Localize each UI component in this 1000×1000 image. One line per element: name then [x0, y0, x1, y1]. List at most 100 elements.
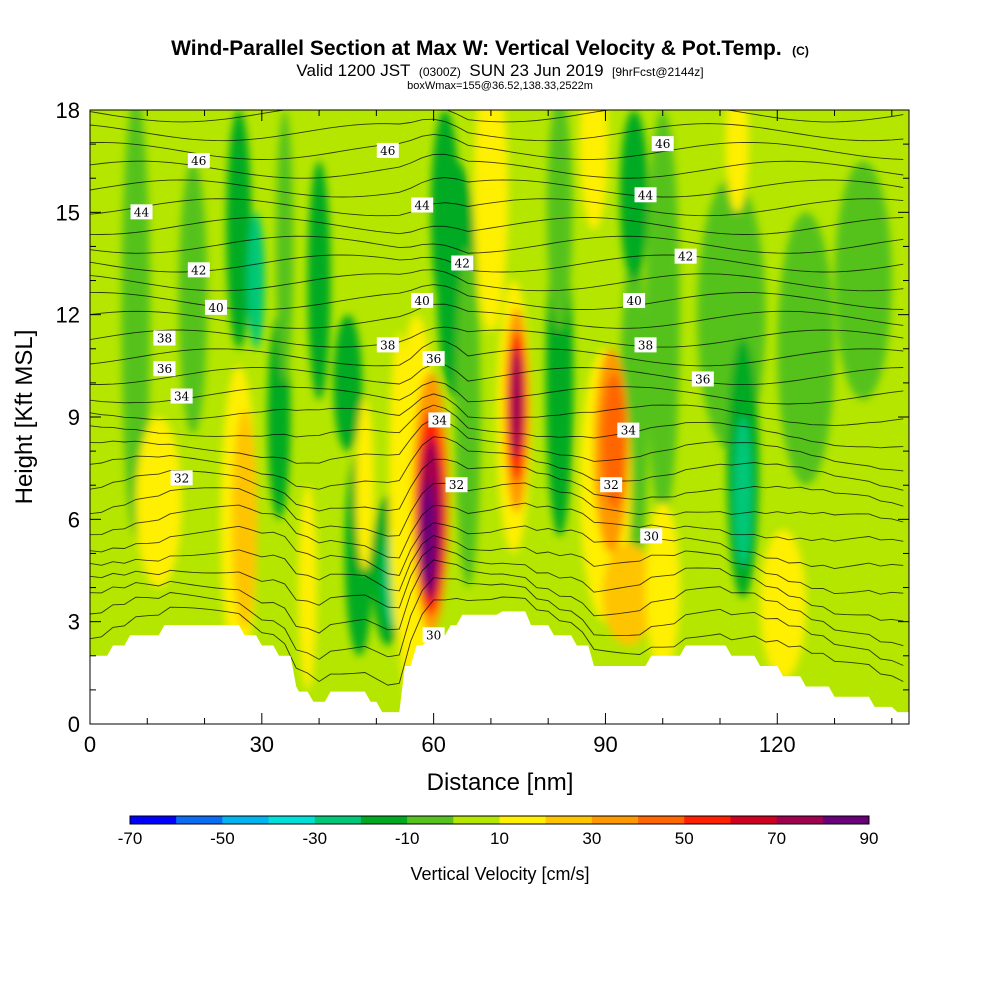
theta-label-bg: [187, 262, 210, 278]
theta-label-text: 30: [644, 529, 659, 543]
box-info: boxWmax=155@36.52,138.33,2522m: [407, 80, 593, 92]
theta-label: 44: [634, 187, 657, 203]
theta-label: 32: [600, 477, 623, 493]
theta-label-text: 32: [174, 471, 189, 485]
colorbar-swatch: [638, 816, 685, 824]
isentrope-line: [90, 418, 904, 472]
theta-label-text: 36: [426, 352, 441, 366]
colorbar-swatch: [822, 816, 870, 824]
velocity-blob: [135, 417, 182, 588]
colorbar-swatch: [130, 816, 177, 824]
isentrope-line: [90, 559, 904, 647]
theta-label-bg: [451, 255, 474, 271]
copyright-mark: (C): [792, 44, 809, 58]
theta-label-text: 46: [191, 154, 206, 168]
colorbar-swatch: [222, 816, 270, 824]
theta-label: 46: [187, 153, 210, 169]
theta-label-text: 40: [415, 294, 430, 308]
theta-label: 32: [445, 477, 468, 493]
isentrope-line: [90, 502, 904, 559]
y-tick-label: 9: [68, 405, 80, 430]
colorbar-swatch: [314, 816, 362, 824]
colorbar-swatch: [730, 816, 778, 824]
colorbar-swatch: [360, 816, 408, 824]
theta-label: 42: [674, 248, 697, 264]
theta-label: 40: [411, 293, 434, 309]
theta-label: 38: [634, 337, 657, 353]
isentrope-line: [90, 326, 904, 348]
colorbar-tick-label: 90: [860, 829, 879, 848]
y-tick-label: 12: [56, 303, 80, 328]
theta-label-bg: [674, 248, 697, 264]
isentrope-line: [90, 254, 904, 273]
colorbar-frame: [129, 815, 870, 825]
velocity-blob: [645, 110, 680, 520]
isentrope-line: [90, 133, 904, 160]
colorbar-swatch: [591, 816, 639, 824]
theta-label: 34: [428, 412, 451, 428]
theta-label-text: 46: [655, 137, 670, 151]
isentrope-line: [90, 577, 904, 666]
velocity-blob: [579, 110, 609, 230]
colorbar-tick-label: 50: [675, 829, 694, 848]
colorbar: -70 -50 -30 -10 10 30 50 70 90: [118, 815, 879, 848]
theta-label-text: 44: [415, 199, 431, 213]
valid-date: SUN 23 Jun 2019: [469, 61, 603, 80]
colorbar-swatch: [545, 816, 593, 824]
x-tick-label: 90: [593, 732, 617, 757]
theta-label: 36: [153, 361, 176, 377]
isentrope-line: [90, 235, 904, 254]
svg-text:Valid 1200 JST (0300Z): Valid 1200 JST (0300Z) SUN 23 Jun 2019 […: [296, 61, 703, 80]
colorbar-tick-label: 10: [490, 829, 509, 848]
x-tick-label: 120: [759, 732, 796, 757]
theta-label-text: 38: [638, 338, 653, 352]
isentrope-line: [90, 393, 904, 427]
theta-label-bg: [153, 361, 176, 377]
theta-label-bg: [153, 330, 176, 346]
isentrope-line: [90, 303, 904, 329]
y-tick-label: 15: [56, 200, 80, 225]
theta-label-bg: [422, 627, 445, 643]
theta-label-text: 34: [621, 424, 637, 438]
theta-label-bg: [170, 470, 193, 486]
theta-label-text: 34: [174, 390, 190, 404]
colorbar-swatch: [776, 816, 824, 824]
colorbar-label: Vertical Velocity [cm/s]: [410, 864, 589, 884]
y-axis-label: Height [Kft MSL]: [11, 330, 38, 505]
velocity-blob: [834, 161, 892, 400]
theta-label: 36: [422, 351, 445, 367]
isentrope-line: [90, 482, 904, 537]
velocity-blob: [733, 417, 753, 568]
y-tick-label: 6: [68, 507, 80, 532]
isentrope-line: [90, 535, 904, 595]
theta-label-bg: [634, 337, 657, 353]
velocity-blob: [510, 348, 523, 458]
isentrope-line: [90, 153, 904, 179]
theta-label-bg: [411, 293, 434, 309]
y-tick-label: 0: [68, 712, 80, 737]
chart-title: Wind-Parallel Section at Max W: Vertical…: [171, 37, 782, 60]
colorbar-swatch: [407, 816, 454, 824]
theta-label-text: 30: [426, 628, 441, 642]
colorbar-tick-label: -70: [118, 829, 143, 848]
x-tick-label: 30: [250, 732, 274, 757]
velocity-blob: [333, 314, 363, 452]
theta-label-bg: [651, 136, 674, 152]
theta-label-bg: [411, 197, 434, 213]
velocity-blob: [298, 485, 317, 690]
terrain-mask: [90, 611, 909, 724]
theta-label: 44: [130, 204, 153, 220]
theta-label-bg: [205, 299, 227, 315]
theta-label-text: 42: [678, 250, 693, 264]
isentrope-line: [90, 198, 904, 217]
theta-label: 42: [451, 255, 474, 271]
colorbar-tick-label: -30: [302, 829, 327, 848]
valid-utc: (0300Z): [419, 65, 461, 79]
forecast-info: [9hrFcst@2144z]: [612, 65, 704, 79]
isentrope-line: [90, 340, 904, 367]
theta-label-text: 40: [208, 301, 223, 315]
velocity-blob: [777, 212, 835, 486]
theta-label-text: 40: [626, 294, 641, 308]
